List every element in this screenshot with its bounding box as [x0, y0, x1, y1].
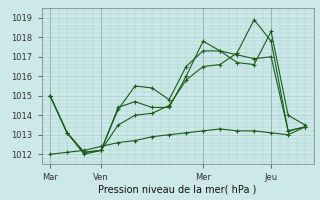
X-axis label: Pression niveau de la mer( hPa ): Pression niveau de la mer( hPa ) [99, 185, 257, 195]
